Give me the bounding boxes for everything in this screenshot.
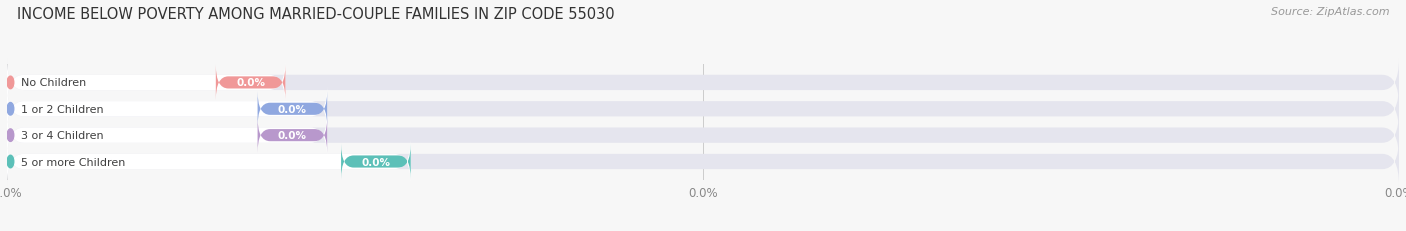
FancyBboxPatch shape [257,92,328,127]
Circle shape [7,103,14,116]
FancyBboxPatch shape [7,138,1399,186]
Text: No Children: No Children [21,78,86,88]
FancyBboxPatch shape [7,59,1399,107]
Text: 0.0%: 0.0% [278,131,307,140]
Circle shape [7,77,14,89]
Text: 5 or more Children: 5 or more Children [21,157,125,167]
Circle shape [7,129,14,142]
Text: INCOME BELOW POVERTY AMONG MARRIED-COUPLE FAMILIES IN ZIP CODE 55030: INCOME BELOW POVERTY AMONG MARRIED-COUPL… [17,7,614,22]
Circle shape [7,155,14,168]
Text: 0.0%: 0.0% [361,157,391,167]
Text: 0.0%: 0.0% [278,104,307,114]
FancyBboxPatch shape [7,138,411,186]
FancyBboxPatch shape [217,65,285,101]
FancyBboxPatch shape [7,112,1399,159]
Text: 3 or 4 Children: 3 or 4 Children [21,131,104,140]
FancyBboxPatch shape [7,112,328,159]
Text: 1 or 2 Children: 1 or 2 Children [21,104,104,114]
Text: 0.0%: 0.0% [236,78,266,88]
FancyBboxPatch shape [342,144,411,179]
Text: Source: ZipAtlas.com: Source: ZipAtlas.com [1271,7,1389,17]
FancyBboxPatch shape [7,59,285,107]
FancyBboxPatch shape [7,85,328,133]
FancyBboxPatch shape [257,118,328,153]
FancyBboxPatch shape [7,85,1399,133]
